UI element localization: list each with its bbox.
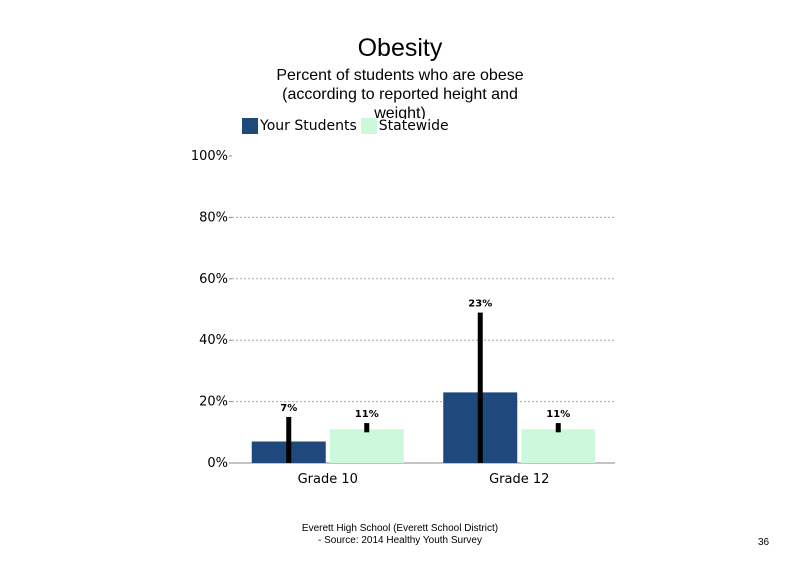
legend-swatch-your-students — [242, 118, 258, 134]
legend-item-statewide: Statewide — [360, 118, 449, 134]
y-tick-label: 0% — [207, 456, 228, 471]
y-tick-label: 40% — [199, 333, 228, 348]
legend-label-your-students: Your Students — [260, 118, 357, 134]
legend-label-statewide: Statewide — [378, 118, 449, 134]
y-tick-label: 20% — [199, 395, 228, 410]
error-bar — [286, 416, 292, 463]
legend-item-your-students: Your Students — [242, 118, 357, 134]
y-tick-label: 60% — [199, 272, 228, 287]
legend-swatch-statewide — [360, 118, 377, 134]
error-bar — [364, 423, 370, 433]
data-label: 11% — [546, 409, 570, 420]
data-label: 11% — [355, 409, 379, 420]
bar — [521, 429, 596, 463]
footer-school: Everett High School (Everett School Dist… — [301, 523, 499, 534]
data-label: 23% — [468, 299, 492, 310]
error-bar — [477, 312, 483, 463]
x-tick-label: Grade 10 — [298, 472, 358, 487]
data-label: 7% — [280, 403, 297, 414]
x-tick-label: Grade 12 — [489, 472, 549, 487]
chart-subtitle: Percent of students who are obese (accor… — [276, 67, 524, 119]
chart-title: Obesity — [357, 34, 443, 62]
bar — [329, 429, 404, 463]
y-tick-label: 80% — [199, 210, 228, 225]
footer-source: - Source: 2014 Healthy Youth Survey — [318, 535, 482, 546]
page-number: 36 — [758, 537, 770, 548]
legend: Your Students Statewide — [242, 118, 453, 134]
footer: Everett High School (Everett School Dist… — [200, 523, 600, 547]
y-tick-label: 100% — [191, 149, 228, 164]
error-bar — [555, 423, 561, 433]
